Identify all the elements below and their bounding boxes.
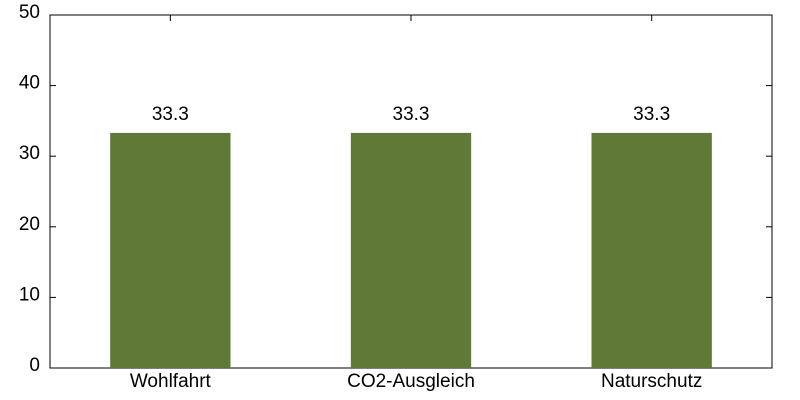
x-tick-label: CO2-Ausgleich [347,371,475,392]
y-tick-label: 40 [19,73,40,94]
x-tick-label: Wohlfahrt [130,371,212,392]
x-tick-label: Naturschutz [601,371,702,392]
data-label: 33.3 [633,104,670,125]
data-label: 33.3 [152,104,189,125]
bar [591,132,712,368]
y-tick-label: 10 [19,284,40,305]
y-tick-label: 0 [29,355,40,376]
y-tick-label: 30 [19,143,40,164]
y-tick-label: 50 [19,2,40,23]
y-tick-label: 20 [19,214,40,235]
bar [350,132,472,368]
data-label: 33.3 [393,104,430,125]
bar [110,132,231,368]
